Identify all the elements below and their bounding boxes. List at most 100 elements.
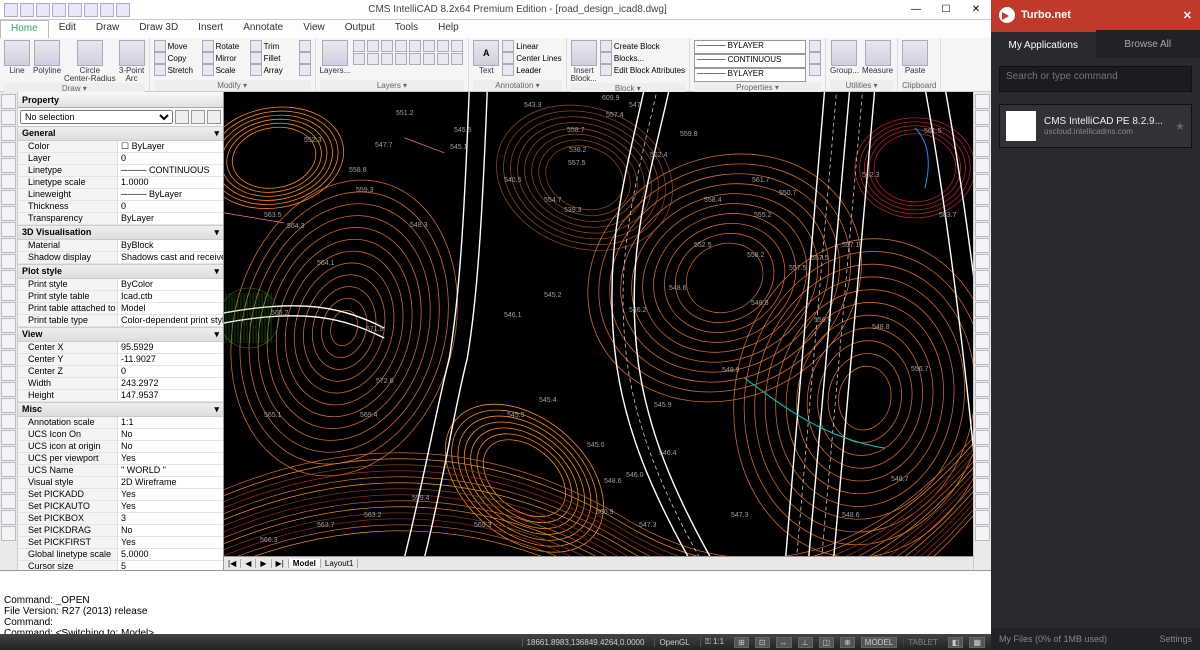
prop-toggle-icon[interactable] bbox=[175, 110, 189, 124]
status-extra[interactable]: ▦ bbox=[969, 637, 985, 648]
qat-undo-icon[interactable] bbox=[84, 3, 98, 17]
property-value[interactable]: Yes bbox=[118, 453, 223, 464]
left-tool-icon[interactable] bbox=[1, 526, 16, 541]
draw-polyline-button[interactable]: Polyline bbox=[33, 40, 61, 75]
property-category[interactable]: Misc▾ bbox=[18, 402, 223, 417]
property-row[interactable]: Print styleByColor bbox=[18, 279, 223, 291]
left-tool-icon[interactable] bbox=[1, 334, 16, 349]
drawing-canvas[interactable]: 543.3551.2552.3545.5547.7545.1563.5564.3… bbox=[224, 92, 973, 556]
property-row[interactable]: Set PICKDRAGNo bbox=[18, 525, 223, 537]
qat-icon[interactable] bbox=[4, 3, 18, 17]
property-row[interactable]: Layer0 bbox=[18, 153, 223, 165]
property-combo[interactable]: ───── BYLAYER bbox=[694, 40, 806, 54]
right-tool-icon[interactable] bbox=[975, 398, 990, 413]
left-tool-icon[interactable] bbox=[1, 462, 16, 477]
model-tab[interactable]: Layout1 bbox=[321, 559, 358, 568]
menu-tab-annotate[interactable]: Annotate bbox=[233, 20, 293, 38]
property-value[interactable]: 3 bbox=[118, 513, 223, 524]
right-tool-icon[interactable] bbox=[975, 286, 990, 301]
left-tool-icon[interactable] bbox=[1, 174, 16, 189]
status-toggle[interactable]: ⊞ bbox=[734, 637, 749, 648]
property-value[interactable]: ☐ ByLayer bbox=[118, 141, 223, 152]
modify-icon[interactable] bbox=[250, 52, 262, 64]
modify-icon[interactable] bbox=[154, 40, 166, 52]
block-label[interactable]: Create Block bbox=[614, 42, 660, 51]
status-toggle[interactable]: ◫ bbox=[819, 637, 835, 648]
turbo-search-input[interactable]: Search or type command bbox=[999, 66, 1192, 92]
modify-extra-icon[interactable] bbox=[299, 52, 311, 64]
property-row[interactable]: Thickness0 bbox=[18, 201, 223, 213]
property-value[interactable]: ──── CONTINUOUS bbox=[118, 165, 223, 176]
modify-extra-icon[interactable] bbox=[299, 64, 311, 76]
left-tool-icon[interactable] bbox=[1, 254, 16, 269]
layer-tool-icon[interactable] bbox=[423, 40, 435, 52]
block-icon[interactable] bbox=[600, 52, 612, 64]
qat-print-icon[interactable] bbox=[68, 3, 82, 17]
layer-tool-icon[interactable] bbox=[367, 53, 379, 65]
left-tool-icon[interactable] bbox=[1, 206, 16, 221]
layer-tool-icon[interactable] bbox=[423, 53, 435, 65]
qat-new-icon[interactable] bbox=[20, 3, 34, 17]
property-value[interactable]: -11.9027 bbox=[118, 354, 223, 365]
command-window[interactable]: Command: _OPEN File Version: R27 (2013) … bbox=[0, 570, 991, 634]
layer-tool-icon[interactable] bbox=[367, 40, 379, 52]
anno-icon[interactable] bbox=[502, 64, 514, 76]
property-row[interactable]: TransparencyByLayer bbox=[18, 213, 223, 225]
anno-icon[interactable] bbox=[502, 52, 514, 64]
left-tool-icon[interactable] bbox=[1, 382, 16, 397]
right-tool-icon[interactable] bbox=[975, 334, 990, 349]
qat-open-icon[interactable] bbox=[36, 3, 50, 17]
left-tool-icon[interactable] bbox=[1, 190, 16, 205]
property-value[interactable]: 5 bbox=[118, 561, 223, 570]
anno-icon[interactable] bbox=[502, 40, 514, 52]
menu-tab-home[interactable]: Home bbox=[0, 20, 49, 38]
property-row[interactable]: Set PICKFIRSTYes bbox=[18, 537, 223, 549]
modify-icon[interactable] bbox=[154, 64, 166, 76]
status-toggle[interactable]: ⊡ bbox=[755, 637, 770, 648]
modify-label[interactable]: Copy bbox=[168, 54, 200, 63]
modify-label[interactable]: Move bbox=[168, 42, 200, 51]
property-row[interactable]: Set PICKADDYes bbox=[18, 489, 223, 501]
right-tool-icon[interactable] bbox=[975, 126, 990, 141]
property-category[interactable]: Plot style▾ bbox=[18, 264, 223, 279]
property-value[interactable]: 0 bbox=[118, 366, 223, 377]
property-value[interactable]: 5.0000 bbox=[118, 549, 223, 560]
prop-extra-icon[interactable] bbox=[809, 64, 821, 76]
left-tool-icon[interactable] bbox=[1, 398, 16, 413]
modify-icon[interactable] bbox=[202, 52, 214, 64]
property-value[interactable]: No bbox=[118, 525, 223, 536]
property-value[interactable]: 1:1 bbox=[118, 417, 223, 428]
util-button[interactable]: Measure bbox=[862, 40, 893, 75]
left-tool-icon[interactable] bbox=[1, 94, 16, 109]
menu-tab-insert[interactable]: Insert bbox=[188, 20, 233, 38]
layer-tool-icon[interactable] bbox=[395, 53, 407, 65]
property-row[interactable]: Center X95.5929 bbox=[18, 342, 223, 354]
property-combo[interactable]: ───── BYLAYER bbox=[694, 68, 806, 82]
left-tool-icon[interactable] bbox=[1, 158, 16, 173]
layer-tool-icon[interactable] bbox=[381, 53, 393, 65]
turbo-app-item[interactable]: CMS IntelliCAD PE 8.2.9... uscloud.intel… bbox=[999, 104, 1192, 148]
right-tool-icon[interactable] bbox=[975, 318, 990, 333]
modify-label[interactable]: Fillet bbox=[264, 54, 296, 63]
turbo-close-button[interactable]: ✕ bbox=[1183, 9, 1192, 22]
property-row[interactable]: UCS icon at originNo bbox=[18, 441, 223, 453]
selection-dropdown[interactable]: No selection bbox=[20, 110, 173, 124]
right-tool-icon[interactable] bbox=[975, 94, 990, 109]
menu-tab-output[interactable]: Output bbox=[335, 20, 385, 38]
property-value[interactable]: 147.9537 bbox=[118, 390, 223, 401]
prop-extra-icon[interactable] bbox=[809, 52, 821, 64]
status-toggle[interactable]: ⊕ bbox=[840, 637, 855, 648]
property-value[interactable]: 0 bbox=[118, 201, 223, 212]
layer-tool-icon[interactable] bbox=[409, 40, 421, 52]
right-tool-icon[interactable] bbox=[975, 110, 990, 125]
prop-pick-icon[interactable] bbox=[191, 110, 205, 124]
layer-tool-icon[interactable] bbox=[353, 40, 365, 52]
layer-tool-icon[interactable] bbox=[437, 40, 449, 52]
left-tool-icon[interactable] bbox=[1, 142, 16, 157]
menu-tab-edit[interactable]: Edit bbox=[49, 20, 86, 38]
right-tool-icon[interactable] bbox=[975, 430, 990, 445]
property-value[interactable]: Icad.ctb bbox=[118, 291, 223, 302]
left-tool-icon[interactable] bbox=[1, 286, 16, 301]
tab-nav-button[interactable]: ▶| bbox=[272, 559, 289, 568]
turbo-tab[interactable]: Browse All bbox=[1096, 30, 1200, 58]
